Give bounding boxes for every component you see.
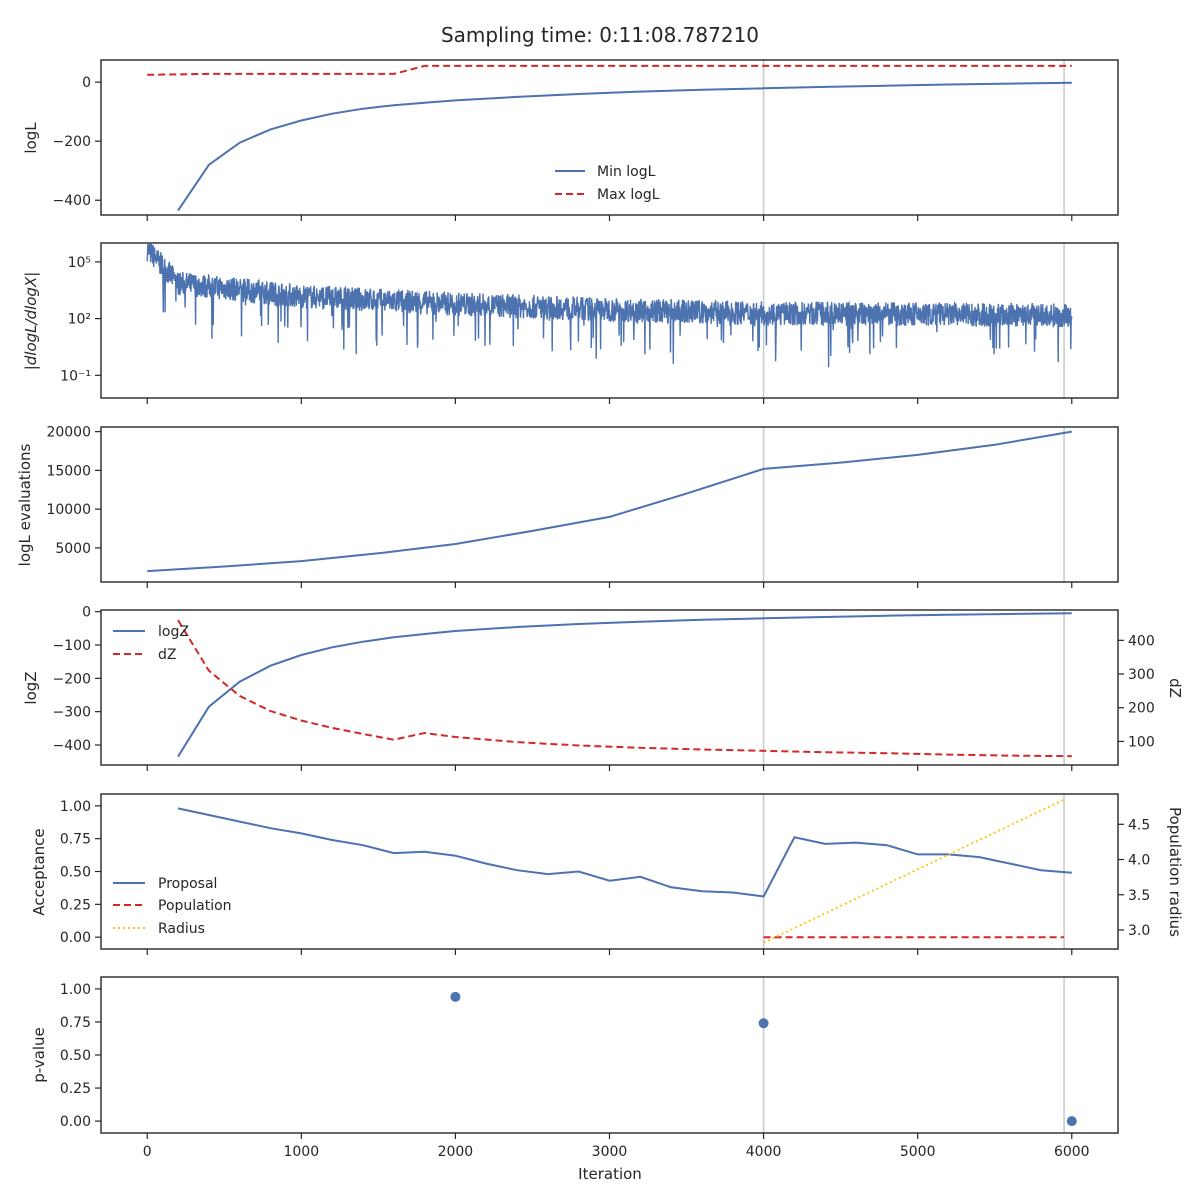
xtick-label: 1000 <box>283 1144 319 1160</box>
legend-label-dz: dZ <box>158 647 176 663</box>
legend-label-max-logl: Max logL <box>597 187 660 203</box>
ytick-label: 1.00 <box>60 982 91 998</box>
axes-frame <box>100 426 1119 583</box>
ytick-label: −200 <box>53 134 91 150</box>
ytick-label: −100 <box>53 638 91 654</box>
xlabel-iteration: Iteration <box>578 1165 642 1183</box>
ylabel-evals: logL evaluations <box>16 443 34 566</box>
ylabel-acceptance: Acceptance <box>30 828 48 915</box>
ylabel-pvalue: p-value <box>30 1027 48 1083</box>
ylabel-dlogl: |dlogL/dlogX| <box>22 272 40 371</box>
ytick-label: 5000 <box>55 541 91 557</box>
series-proposal-line <box>177 807 1072 898</box>
ytick-label: 0 <box>82 605 91 621</box>
panel-acceptance: Acceptance Population radius Proposal Po… <box>30 793 1184 955</box>
ytick-label: 10⁵ <box>68 255 91 271</box>
ytick-label: −400 <box>53 738 91 754</box>
legend-label-logz: logZ <box>158 624 189 640</box>
ytick-right-label: 400 <box>1128 633 1155 649</box>
ytick-right-label: 300 <box>1128 667 1155 683</box>
ytick-right-label: 4.0 <box>1128 853 1150 869</box>
ytick-label: 0.00 <box>60 930 91 946</box>
axes-frame <box>100 242 1119 399</box>
series-dlogl-line <box>146 243 1073 368</box>
ytick-label: 1.00 <box>60 799 91 815</box>
ylabel-population-radius: Population radius <box>1166 807 1184 937</box>
xtick-label: 3000 <box>592 1144 628 1160</box>
ytick-label: 0.25 <box>60 1081 91 1097</box>
ytick-label: 0.75 <box>60 832 91 848</box>
pvalue-point <box>1066 1116 1077 1127</box>
xtick-label: 0 <box>143 1144 152 1160</box>
panel-dlogl: |dlogL/dlogX| 10⁵ 10² 10⁻¹ <box>22 242 1119 404</box>
ytick-label: 10000 <box>46 502 91 518</box>
ytick-label: 10² <box>68 312 91 328</box>
xtick-label: 2000 <box>438 1144 474 1160</box>
ylabel-logl: logL <box>22 122 40 154</box>
series-dz-line <box>177 619 1072 758</box>
axes-frame <box>100 59 1119 216</box>
ytick-label: 0.25 <box>60 897 91 913</box>
ytick-right-label: 200 <box>1128 701 1155 717</box>
xtick-label: 4000 <box>746 1144 782 1160</box>
series-logz-line <box>177 612 1072 758</box>
legend-label-min-logl: Min logL <box>597 164 656 180</box>
panel-pvalue: p-value 1.00 0.75 0.50 0.25 0.00 0 1000 2000 300… <box>30 976 1119 1160</box>
ytick-label: −300 <box>53 705 91 721</box>
ytick-label: −200 <box>53 671 91 687</box>
ytick-right-label: 100 <box>1128 734 1155 750</box>
legend-acceptance: Proposal Population Radius <box>113 876 232 937</box>
axes-frame <box>100 976 1119 1134</box>
ytick-right-label: 4.5 <box>1128 817 1150 833</box>
ylabel-logz: logZ <box>22 671 40 704</box>
legend-label-population: Population <box>158 898 232 914</box>
legend-label-proposal: Proposal <box>158 876 217 892</box>
axes-frame <box>100 609 1119 766</box>
ytick-label: −400 <box>53 193 91 209</box>
ytick-label: 0.50 <box>60 1048 91 1064</box>
xtick-label: 5000 <box>900 1144 936 1160</box>
ytick-label: 0.50 <box>60 865 91 881</box>
xtick-label: 6000 <box>1054 1144 1090 1160</box>
figure-title: Sampling time: 0:11:08.787210 <box>441 23 759 47</box>
ylabel-dz: dZ <box>1166 678 1184 698</box>
ytick-label: 0.75 <box>60 1015 91 1031</box>
ytick-right-label: 3.0 <box>1128 923 1150 939</box>
series-logl-evaluations-line <box>147 430 1072 573</box>
ytick-right-label: 3.5 <box>1128 888 1150 904</box>
axes-frame <box>100 793 1119 950</box>
ytick-label: 0 <box>82 75 91 91</box>
ytick-label: 15000 <box>46 463 91 479</box>
pvalue-point <box>450 991 461 1002</box>
series-radius-line <box>763 798 1065 944</box>
series-min-logl-line <box>177 81 1072 212</box>
series-max-logl-line <box>147 64 1072 76</box>
ytick-label: 10⁻¹ <box>60 368 91 384</box>
legend-logz: logZ dZ <box>113 624 189 663</box>
ytick-label: 20000 <box>46 425 91 441</box>
ytick-label: 0.00 <box>60 1114 91 1130</box>
pvalue-point <box>758 1018 769 1029</box>
legend-label-radius: Radius <box>158 921 205 937</box>
panel-evals: logL evaluations 20000 15000 10000 5000 <box>16 425 1119 588</box>
legend-logl: Min logL Max logL <box>555 164 660 203</box>
panel-logl: logL Min logL Max logL 0 −200 −400 <box>22 59 1119 221</box>
panel-logz: logZ dZ logZ dZ 0 −100 −200 −300 −400 400 300 2… <box>22 605 1184 771</box>
